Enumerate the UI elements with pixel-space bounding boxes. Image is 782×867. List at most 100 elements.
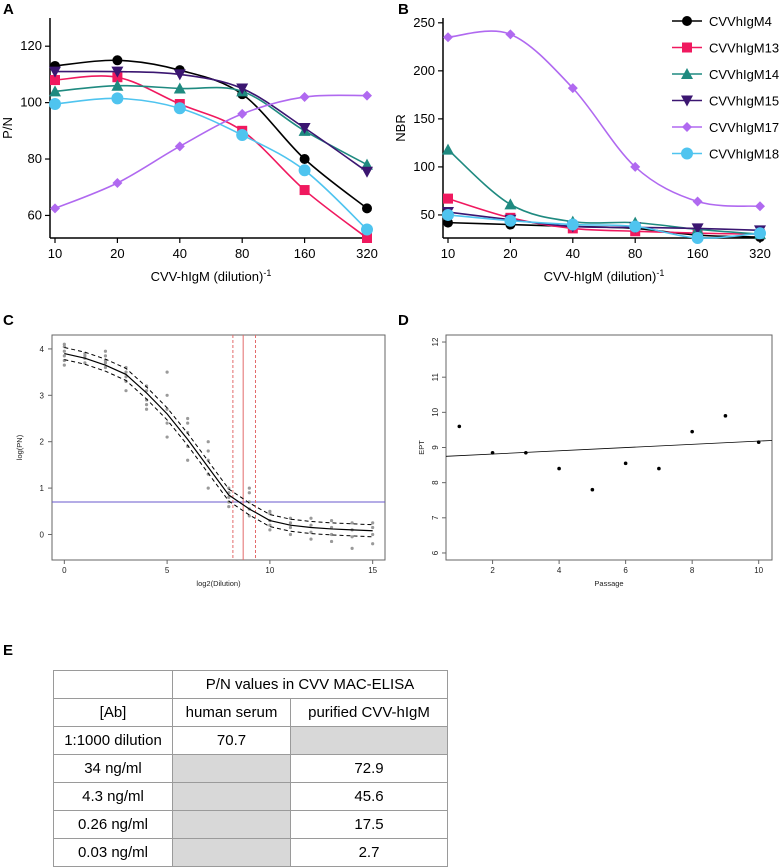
panel-label-e: E: [3, 642, 13, 659]
scatter-point: [657, 466, 661, 471]
plot-frame: [51, 334, 386, 561]
y-tick-label: 6: [431, 550, 440, 555]
scatter-point: [103, 349, 108, 353]
scatter-point: [557, 466, 561, 471]
data-point-cvvhigm15: [236, 83, 249, 95]
legend-label: CVVhIgM14: [709, 67, 779, 82]
panel-label-c: C: [3, 312, 14, 329]
y-tick-label: 150: [413, 111, 435, 126]
x-tick-label: 320: [356, 246, 378, 261]
table-col-ab: [Ab]: [53, 698, 173, 727]
scatter-point: [144, 407, 149, 411]
scatter-point: [62, 363, 66, 367]
x-tick-label: 80: [235, 246, 249, 261]
y-tick-label: 8: [431, 480, 440, 485]
data-point-cvvhigm18: [298, 164, 311, 177]
scatter-point: [186, 421, 190, 425]
data-point-cvvhigm17: [505, 29, 516, 40]
x-axis-title: CVV-hIgM (dilution)-1: [544, 268, 665, 284]
y-tick-label: 80: [28, 151, 42, 166]
x-tick-label: 160: [687, 246, 709, 261]
x-tick-label: 40: [173, 246, 187, 261]
data-point-cvvhigm17: [299, 91, 310, 102]
y-tick-label: 11: [431, 372, 440, 381]
x-tick-label: 2: [490, 566, 495, 575]
data-point-cvvhigm17: [50, 203, 60, 214]
data-point-cvvhigm17: [112, 178, 123, 188]
y-tick-label: 50: [421, 207, 435, 222]
scatter-point: [144, 402, 149, 407]
scatter-point: [227, 495, 231, 499]
y-tick-label: 3: [40, 391, 45, 400]
data-point-cvvhigm18: [361, 223, 373, 236]
scatter-point: [206, 440, 210, 444]
y-tick-label: 120: [20, 38, 42, 53]
legend-label: CVVhIgM15: [709, 94, 779, 109]
scatter-point: [62, 349, 66, 353]
table-cell-ab: 34 ng/ml: [53, 754, 173, 783]
chart-c: 0 5 10 15 0 1 2 3 4 log2(Dilution) log(PN): [15, 334, 386, 588]
x-tick-label: 40: [566, 246, 580, 261]
data-point-cvvhigm18: [111, 92, 124, 105]
data-point-cvvhigm15: [298, 123, 311, 134]
y-tick-label: 0: [40, 530, 45, 539]
chart-b: 10 20 40 80 160 320 50 100 150 200 250 CVV-hIgM (di…: [393, 15, 771, 284]
table-row: 34 ng/ml 72.9: [53, 754, 448, 783]
plot-frame: [445, 334, 773, 561]
y-tick-label: 250: [413, 15, 435, 30]
x-tick-label: 10: [754, 566, 763, 575]
data-point-cvvhigm17: [755, 201, 765, 212]
series-line-cvvhigm14: [447, 149, 761, 235]
scatter-point: [165, 393, 169, 397]
data-point-cvvhigm17: [237, 108, 248, 119]
data-point-cvvhigm13: [299, 185, 310, 196]
table-cell-ab: 0.26 ng/ml: [53, 810, 173, 839]
scatter-point: [457, 424, 462, 429]
data-point-cvvhigm18: [691, 232, 704, 244]
table-cell-ab: 4.3 ng/ml: [53, 782, 173, 811]
table-corner-cell: [53, 670, 173, 699]
y-tick-label: 2: [40, 438, 45, 447]
scatter-point: [350, 535, 354, 539]
series-line-cvvhigm13: [54, 75, 368, 239]
scatter-point: [247, 491, 251, 495]
panel-label-b: B: [398, 1, 409, 18]
table-cell-ab: 0.03 ng/ml: [53, 838, 173, 867]
scatter-point: [623, 461, 628, 466]
data-point-cvvhigm13: [50, 75, 60, 86]
table-cell-purified: 2.7: [290, 838, 448, 867]
panel-label-d: D: [398, 312, 409, 329]
table-row: 0.03 ng/ml 2.7: [53, 838, 448, 867]
legend-marker: [681, 95, 693, 107]
data-point-cvvhigm18: [754, 227, 766, 240]
scatter-point: [268, 523, 272, 527]
scatter-point: [83, 361, 87, 365]
chart-a: 10 20 40 80 160 320 60 80 100 120 CVV-hIgM (diluti…: [0, 18, 378, 284]
data-point-cvvhigm13: [362, 233, 372, 243]
data-point-cvvhigm17: [362, 90, 372, 101]
scatter-point: [309, 523, 313, 527]
data-point-cvvhigm14: [504, 198, 517, 210]
trend-line: [445, 440, 773, 457]
fit-line: [64, 352, 373, 532]
x-tick-label: 6: [623, 566, 628, 575]
scatter-point: [309, 516, 313, 520]
series-line-cvvhigm17: [54, 94, 368, 210]
scatter-point: [371, 542, 375, 546]
x-tick-label: 15: [368, 566, 377, 575]
scatter-point: [186, 416, 190, 421]
table-cell-serum: [172, 754, 291, 783]
table-cell-serum: [172, 782, 291, 811]
data-point-cvvhigm18: [173, 102, 186, 115]
scatter-point: [103, 354, 108, 358]
x-tick-label: 160: [294, 246, 316, 261]
scatter-point: [371, 521, 375, 525]
scatter-point: [165, 435, 169, 439]
table-cell-purified: 17.5: [290, 810, 448, 839]
legend-label: CVVhIgM18: [709, 147, 779, 162]
y-tick-label: 100: [413, 159, 435, 174]
table-row: 4.3 ng/ml 45.6: [53, 782, 448, 811]
y-tick-label: 12: [431, 337, 440, 346]
results-table: P/N values in CVV MAC-ELISA [Ab] human s…: [53, 670, 448, 867]
data-point-cvvhigm4: [362, 203, 372, 214]
